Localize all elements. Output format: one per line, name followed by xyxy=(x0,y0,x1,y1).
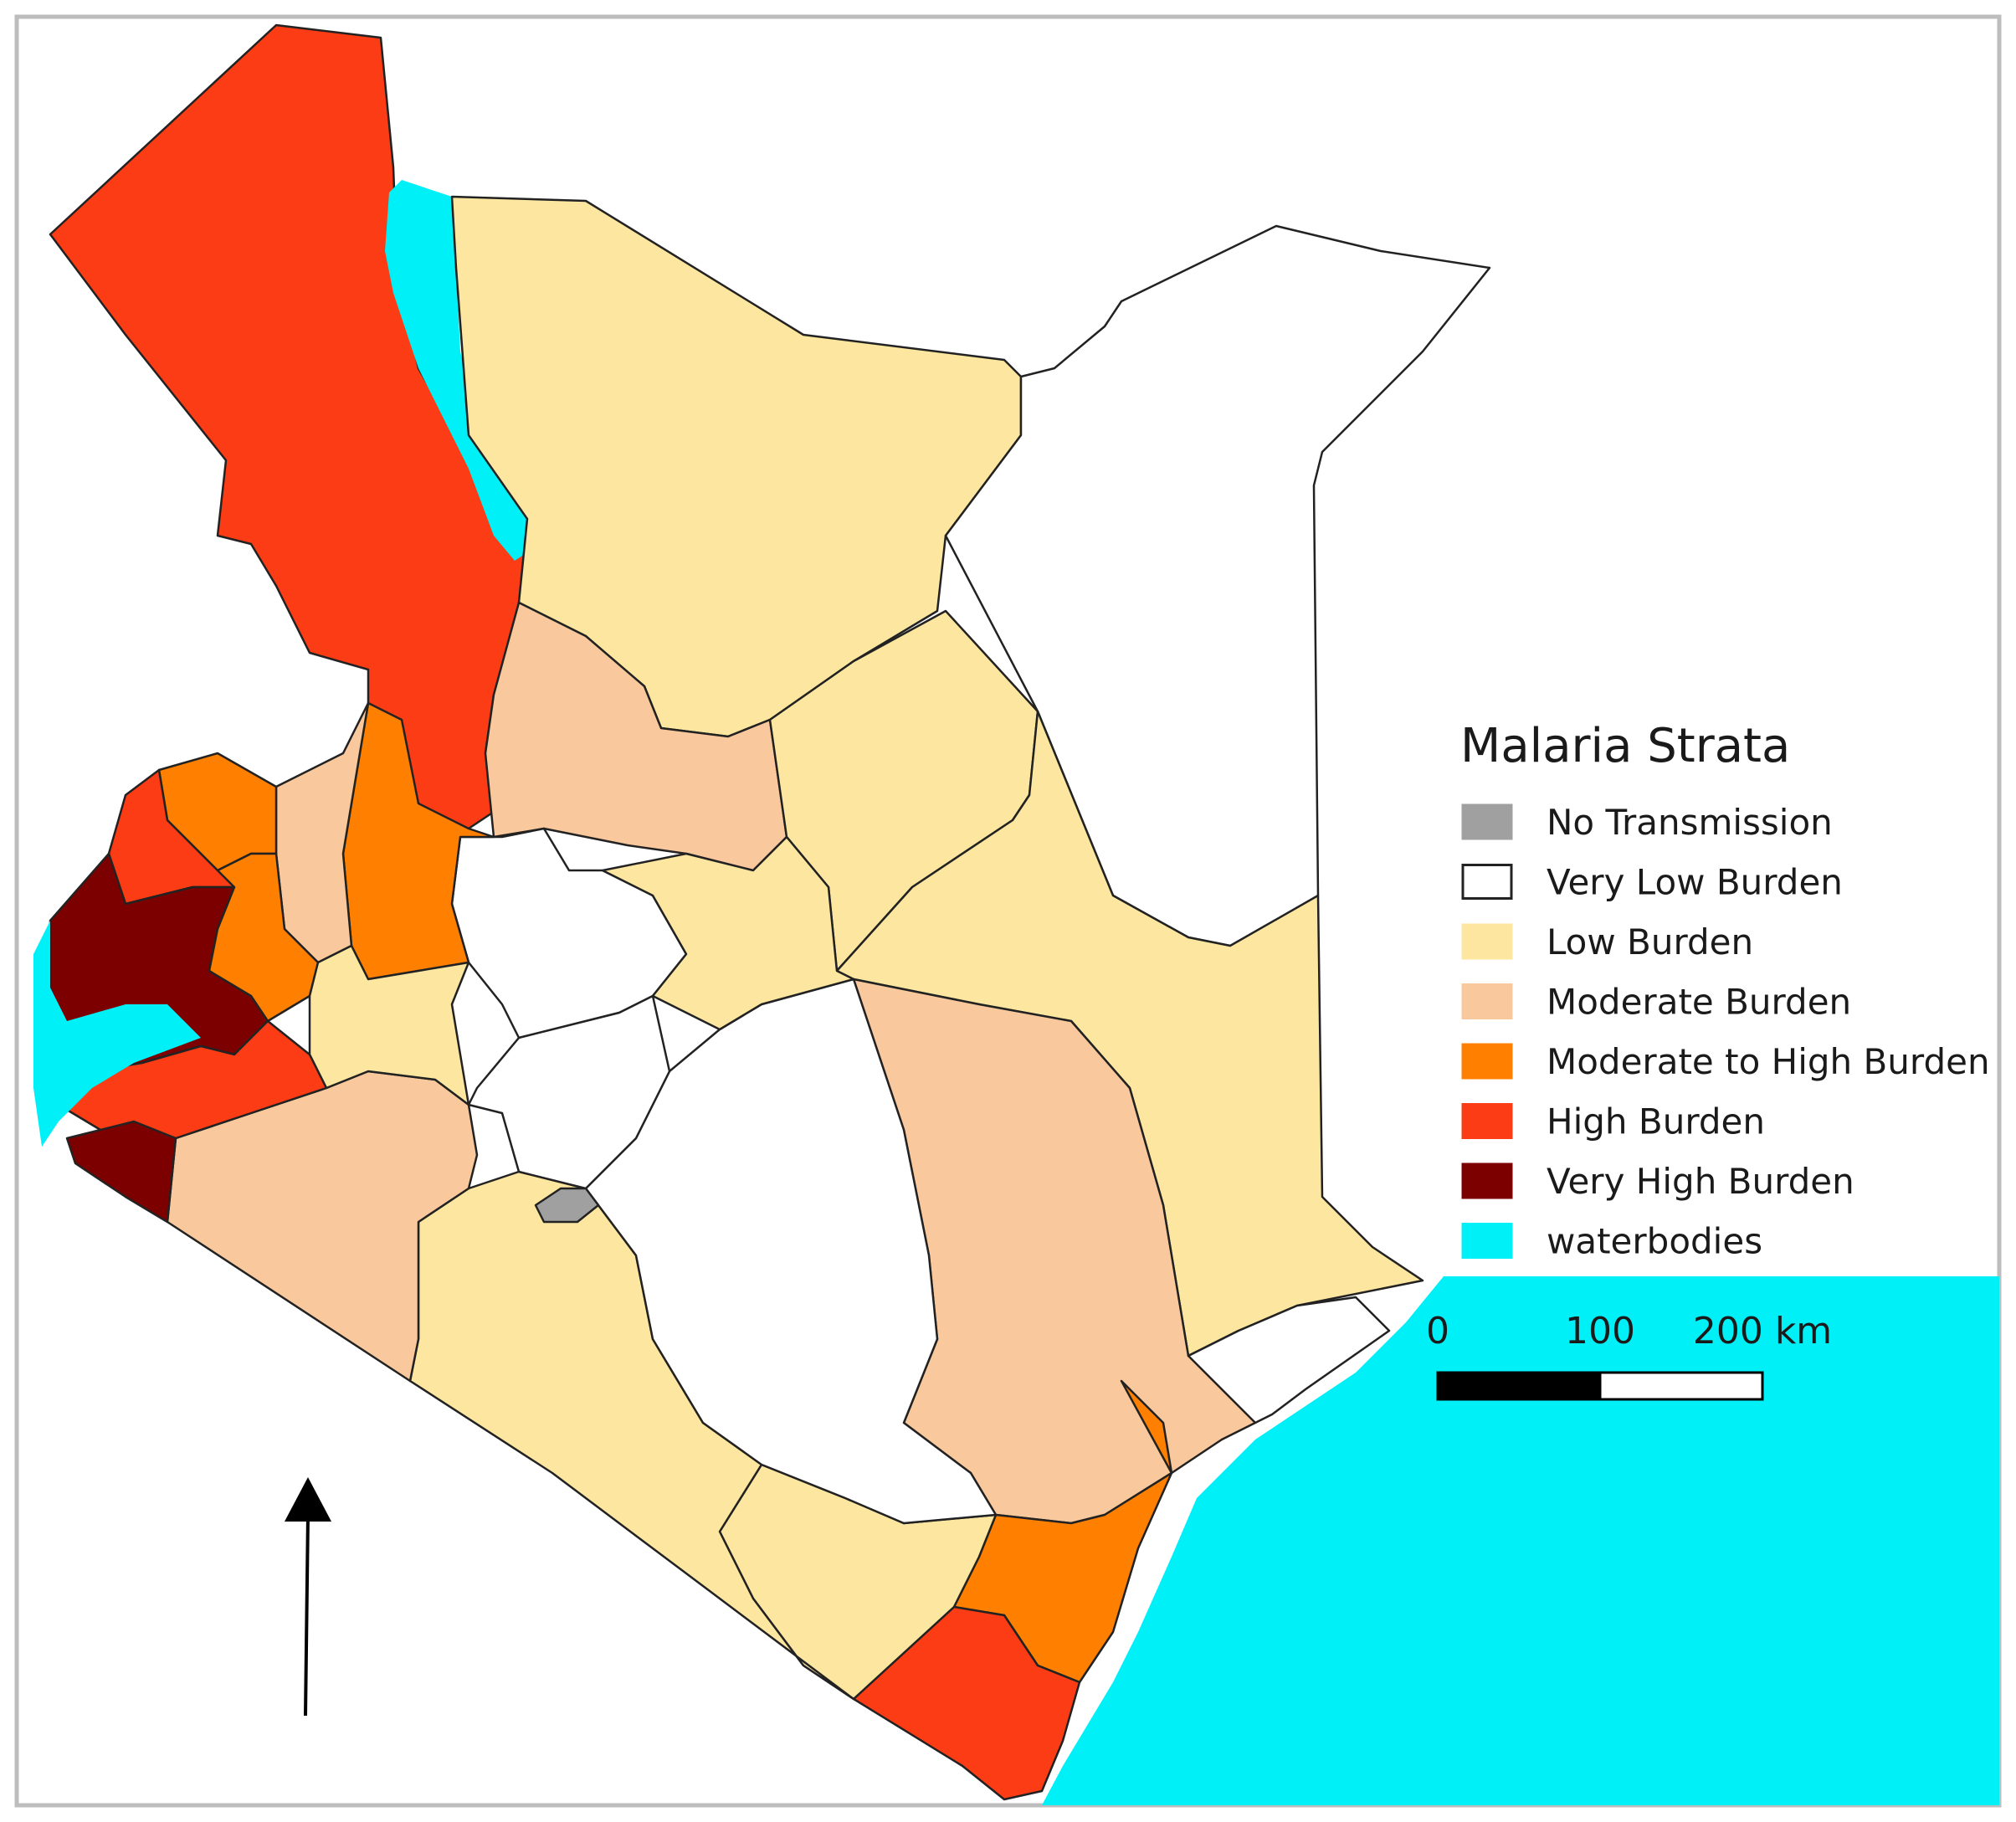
legend-label-4: Moderate to High Burden xyxy=(1547,1041,1990,1082)
legend-label-0: No Transmission xyxy=(1547,802,1833,843)
north-arrow-icon xyxy=(285,1477,331,1717)
scale-bar: 0 100 200 km xyxy=(1426,1310,1832,1401)
legend-swatch-0 xyxy=(1461,803,1513,840)
ocean-waterbody xyxy=(1042,1276,1999,1805)
region-nairobi xyxy=(534,1187,600,1224)
legend-swatch-2 xyxy=(1461,923,1513,960)
legend: Malaria Strata No Transmission Very Low B… xyxy=(1439,686,1990,1272)
scale-label-100: 100 xyxy=(1565,1310,1635,1352)
scale-label-0: 0 xyxy=(1426,1310,1449,1352)
legend-label-1: Very Low Burden xyxy=(1547,862,1843,903)
legend-swatch-7 xyxy=(1461,1223,1513,1259)
legend-label-3: Moderate Burden xyxy=(1547,982,1851,1023)
legend-title: Malaria Strata xyxy=(1460,719,1790,773)
region-migori xyxy=(65,1120,177,1224)
legend-swatch-5 xyxy=(1461,1103,1513,1139)
legend-background xyxy=(1439,686,1983,1272)
legend-label-7: waterbodies xyxy=(1547,1221,1762,1262)
legend-swatch-6 xyxy=(1461,1162,1513,1199)
region-laikipia xyxy=(601,835,855,1031)
region-lamu xyxy=(1187,1296,1391,1424)
legend-swatch-3 xyxy=(1461,983,1513,1019)
region-kwale xyxy=(852,1605,1081,1801)
legend-swatch-1 xyxy=(1461,864,1513,900)
legend-label-5: High Burden xyxy=(1547,1101,1765,1142)
legend-label-6: Very High Burden xyxy=(1547,1161,1854,1202)
scale-label-200: 200 km xyxy=(1693,1310,1832,1352)
legend-swatch-4 xyxy=(1461,1043,1513,1080)
lake-victoria xyxy=(33,921,201,1147)
legend-label-2: Low Burden xyxy=(1547,921,1753,962)
scale-segment-white xyxy=(1598,1371,1764,1401)
region-kakamega xyxy=(208,852,320,1023)
scale-segment-black xyxy=(1436,1371,1602,1401)
